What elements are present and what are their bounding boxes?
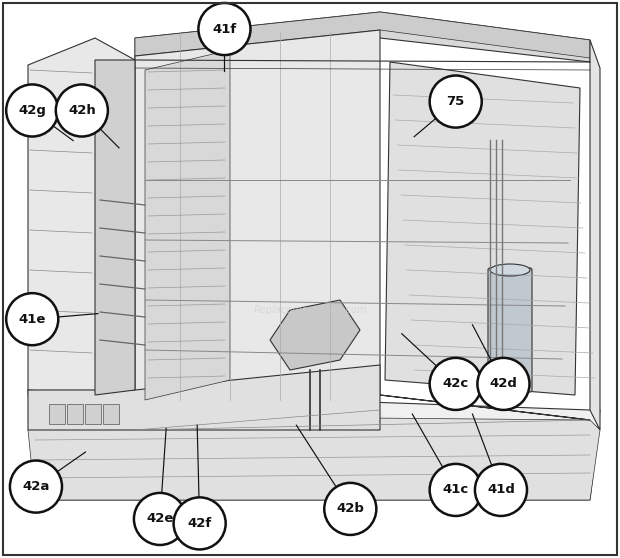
Polygon shape	[135, 30, 380, 420]
Text: 42e: 42e	[146, 512, 174, 526]
Text: 42a: 42a	[22, 480, 50, 493]
Polygon shape	[590, 40, 600, 430]
Polygon shape	[28, 390, 600, 500]
Circle shape	[430, 464, 482, 516]
Polygon shape	[28, 415, 600, 500]
Circle shape	[56, 84, 108, 137]
FancyBboxPatch shape	[67, 404, 83, 424]
Text: 42f: 42f	[187, 517, 212, 530]
Circle shape	[430, 358, 482, 410]
FancyBboxPatch shape	[488, 268, 532, 392]
Circle shape	[198, 3, 250, 55]
Polygon shape	[28, 365, 380, 430]
Circle shape	[6, 293, 58, 345]
Text: 41c: 41c	[443, 483, 469, 497]
Polygon shape	[145, 50, 230, 400]
Polygon shape	[28, 390, 135, 420]
Polygon shape	[135, 395, 590, 420]
FancyBboxPatch shape	[49, 404, 65, 424]
Circle shape	[475, 464, 527, 516]
Polygon shape	[385, 62, 580, 395]
FancyBboxPatch shape	[85, 404, 101, 424]
Text: 41e: 41e	[19, 312, 46, 326]
Polygon shape	[270, 300, 360, 370]
Text: 42g: 42g	[19, 104, 46, 117]
Text: 42c: 42c	[443, 377, 469, 391]
Circle shape	[134, 493, 186, 545]
Ellipse shape	[490, 264, 530, 276]
Text: 42d: 42d	[490, 377, 517, 391]
Text: 41d: 41d	[487, 483, 515, 497]
Circle shape	[6, 84, 58, 137]
Circle shape	[477, 358, 529, 410]
Text: 42h: 42h	[68, 104, 95, 117]
Text: ReplacementParts.com: ReplacementParts.com	[253, 305, 367, 315]
Circle shape	[10, 460, 62, 513]
Polygon shape	[28, 38, 135, 420]
Circle shape	[174, 497, 226, 550]
Circle shape	[324, 483, 376, 535]
FancyBboxPatch shape	[103, 404, 119, 424]
Text: 42b: 42b	[337, 502, 364, 516]
Circle shape	[430, 75, 482, 128]
Polygon shape	[135, 12, 590, 62]
Polygon shape	[135, 12, 590, 58]
Polygon shape	[95, 60, 135, 395]
Text: 75: 75	[446, 95, 465, 108]
Text: 41f: 41f	[212, 22, 237, 36]
